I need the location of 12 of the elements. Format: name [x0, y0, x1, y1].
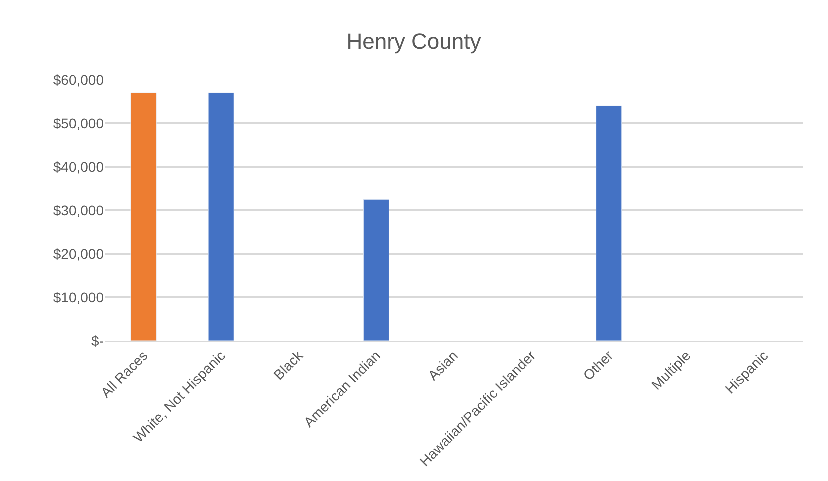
y-tick-label: $10,000: [53, 289, 104, 306]
y-tick-label: $50,000: [53, 115, 104, 132]
y-tick-label: $-: [92, 332, 104, 349]
bar: [208, 92, 234, 341]
bar: [363, 199, 390, 341]
y-tick-label: $20,000: [53, 246, 104, 262]
bar: [130, 92, 157, 341]
y-tick-label: $60,000: [53, 72, 104, 88]
y-tick-label: $40,000: [53, 158, 104, 175]
y-tick-label: $30,000: [53, 202, 104, 218]
chart-title: Henry County: [346, 29, 482, 54]
bar: [596, 106, 622, 341]
